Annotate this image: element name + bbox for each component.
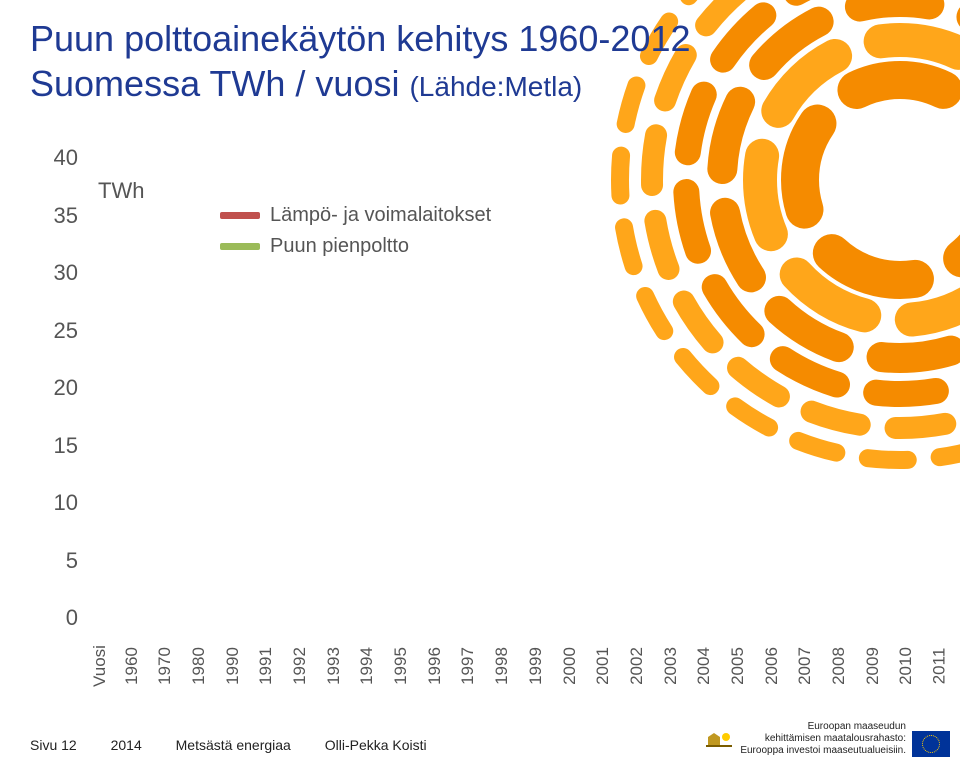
footer-year: 2014 — [111, 737, 142, 753]
line-chart: 0510152025303540 TWh Lämpö- ja voimalait… — [30, 156, 930, 676]
footer-center: Metsästä energiaa — [176, 737, 291, 753]
y-tick-label: 0 — [30, 605, 78, 631]
y-tick-label: 35 — [30, 203, 78, 229]
x-tick-label: 2001 — [584, 656, 602, 676]
footer-logo-line2: kehittämisen maatalousrahasto: — [740, 733, 906, 745]
x-tick-label: 2004 — [685, 656, 703, 676]
plot-area: Vuosi19601970198019901991199219931994199… — [88, 156, 930, 616]
x-tick-label: 1992 — [281, 656, 299, 676]
title-source: (Lähde:Metla) — [409, 71, 582, 102]
x-tick-label: 1993 — [315, 656, 333, 676]
y-tick-label: 5 — [30, 548, 78, 574]
footer-logo-text: Euroopan maaseudun kehittämisen maatalou… — [740, 721, 906, 757]
x-tick-label: 2006 — [753, 656, 771, 676]
y-tick-label: 20 — [30, 375, 78, 401]
title-line-1: Puun polttoainekäytön kehitys 1960-2012 — [30, 18, 690, 59]
x-tick-label: 1960 — [113, 656, 131, 676]
footer-logo-line1: Euroopan maaseudun — [740, 721, 906, 733]
y-tick-label: 30 — [30, 260, 78, 286]
slide-title: Puun polttoainekäytön kehitys 1960-2012 … — [30, 16, 690, 106]
x-tick-label: 1991 — [247, 656, 265, 676]
x-tick-label: Vuosi — [79, 656, 97, 676]
y-tick-label: 10 — [30, 490, 78, 516]
x-tick-label: 2010 — [887, 656, 905, 676]
slide-footer: Sivu 12 2014 Metsästä energiaa Olli-Pekk… — [30, 737, 457, 753]
eu-flag-icon — [912, 731, 950, 757]
y-tick-label: 15 — [30, 433, 78, 459]
x-tick-label: 2003 — [652, 656, 670, 676]
x-tick-label: 1995 — [382, 656, 400, 676]
footer-logo-block: Euroopan maaseudun kehittämisen maatalou… — [704, 721, 950, 757]
x-tick-label: 2011 — [921, 656, 939, 676]
plot-svg — [88, 156, 930, 616]
x-tick-label: 1998 — [483, 656, 501, 676]
x-tick-label: 2005 — [719, 656, 737, 676]
footer-author: Olli-Pekka Koisti — [325, 737, 427, 753]
slide-page: Puun polttoainekäytön kehitys 1960-2012 … — [0, 0, 960, 763]
title-line-2a: Suomessa TWh / vuosi — [30, 63, 409, 104]
x-tick-label: 1970 — [146, 656, 164, 676]
y-tick-label: 25 — [30, 318, 78, 344]
x-tick-label: 1980 — [180, 656, 198, 676]
footer-page: Sivu 12 — [30, 737, 77, 753]
x-tick-label: 2002 — [618, 656, 636, 676]
y-tick-label: 40 — [30, 145, 78, 171]
x-tick-label: 1994 — [348, 656, 366, 676]
x-tick-label: 1997 — [449, 656, 467, 676]
x-tick-label: 2007 — [786, 656, 804, 676]
farm-icon — [704, 727, 734, 757]
x-tick-label: 1990 — [214, 656, 232, 676]
x-tick-label: 1996 — [416, 656, 434, 676]
x-tick-label: 2008 — [820, 656, 838, 676]
footer-logo-line3: Eurooppa investoi maaseutualueisiin. — [740, 745, 906, 757]
x-tick-label: 1999 — [517, 656, 535, 676]
x-tick-label: 2009 — [854, 656, 872, 676]
x-tick-label: 2000 — [551, 656, 569, 676]
